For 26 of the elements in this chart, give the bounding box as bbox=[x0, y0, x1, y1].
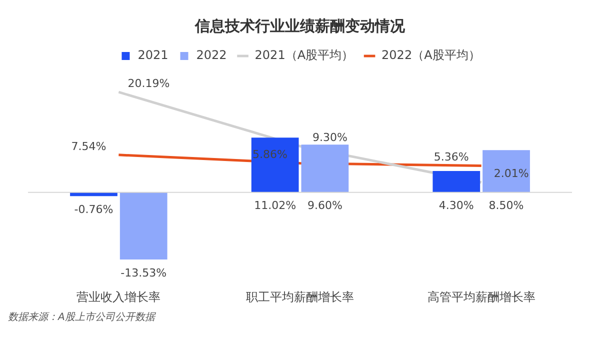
bar bbox=[482, 150, 530, 192]
legend-label: 2021 bbox=[138, 48, 168, 62]
x-tick-label: 营业收入增长率 bbox=[76, 290, 161, 304]
data-label: 4.30% bbox=[438, 199, 474, 212]
data-label: 5.36% bbox=[434, 150, 469, 164]
legend-label: 2022 bbox=[196, 48, 227, 62]
data-label: 11.02% bbox=[254, 199, 296, 212]
bar bbox=[301, 144, 349, 192]
source-note: 数据来源：A股上市公司公开数据 bbox=[8, 310, 157, 324]
legend-label: 2021（A股平均） bbox=[254, 48, 354, 62]
data-label: 9.30% bbox=[312, 131, 348, 144]
data-label: -0.76% bbox=[74, 202, 114, 216]
data-label: 20.19% bbox=[128, 76, 170, 90]
bar bbox=[120, 192, 168, 260]
bar bbox=[251, 138, 299, 192]
data-label: 2.01% bbox=[494, 167, 529, 180]
x-tick-label: 职工平均薪酬增长率 bbox=[246, 290, 354, 304]
bar bbox=[432, 170, 480, 192]
x-tick-label: 高管平均薪酬增长率 bbox=[427, 290, 536, 304]
data-label: 9.60% bbox=[307, 199, 342, 212]
data-label: -13.53% bbox=[120, 266, 167, 280]
data-label: 8.50% bbox=[488, 199, 524, 212]
data-label: 7.54% bbox=[71, 140, 106, 153]
legend-label: 2022（A股平均） bbox=[382, 48, 480, 62]
chart-title: 信息技术行业业绩薪酬变动情况 bbox=[194, 16, 406, 35]
data-label: 5.86% bbox=[252, 148, 288, 162]
